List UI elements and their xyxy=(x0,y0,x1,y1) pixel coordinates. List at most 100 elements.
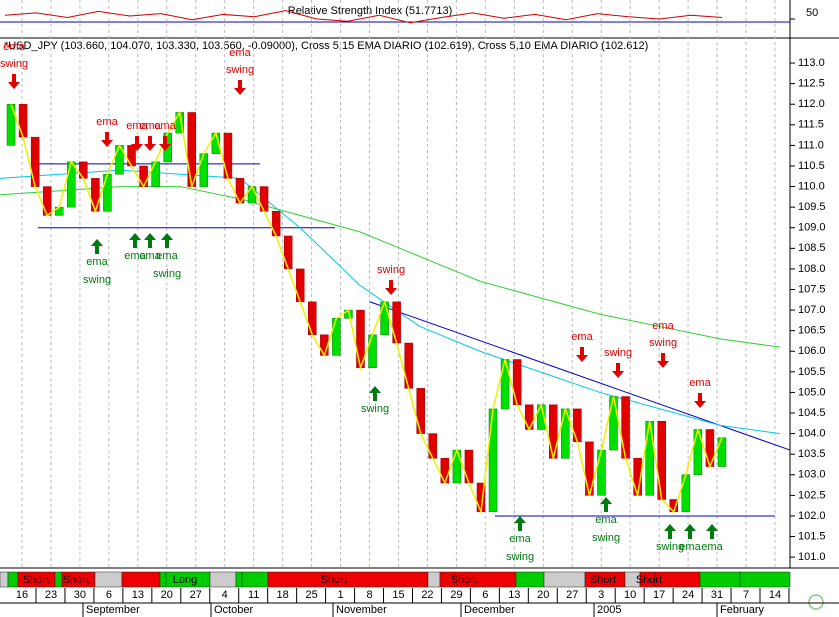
y-tick-label: 101.0 xyxy=(798,551,826,563)
signal-label: ema xyxy=(96,116,118,128)
signal-label: ema xyxy=(156,250,178,262)
x-tick-label: 6 xyxy=(482,589,488,601)
candle-body xyxy=(512,359,522,406)
candle-body xyxy=(488,408,498,513)
x-tick-label: 10 xyxy=(624,589,636,601)
candle-body xyxy=(404,342,413,389)
candle-body xyxy=(283,235,293,270)
month-label: September xyxy=(86,604,140,616)
y-tick-label: 101.5 xyxy=(798,530,826,542)
x-tick-label: 27 xyxy=(566,589,578,601)
candle-body xyxy=(308,301,317,336)
signal-label: ema xyxy=(124,250,146,262)
strip-label: Short xyxy=(590,574,616,586)
strip-label: Short xyxy=(451,574,477,586)
candle-body xyxy=(18,103,28,138)
signal-label: ema xyxy=(701,541,723,553)
x-tick-label: 8 xyxy=(366,589,372,601)
signal-arrow xyxy=(706,524,718,539)
signal-arrow xyxy=(91,239,103,254)
x-tick-label: 4 xyxy=(222,589,228,601)
signal-label: ema xyxy=(571,331,593,343)
candle-body xyxy=(392,301,401,344)
signal-label: ema xyxy=(229,47,251,59)
strip-segment xyxy=(267,571,429,588)
signal-arrow xyxy=(694,393,706,408)
x-tick-label: 30 xyxy=(74,589,86,601)
strip-label: Short xyxy=(636,574,662,586)
strip-segment xyxy=(159,571,167,588)
y-tick-label: 106.5 xyxy=(798,325,826,337)
candle-body xyxy=(295,268,305,303)
signal-label: ema xyxy=(154,120,176,132)
signal-label: ema xyxy=(139,250,161,262)
signal-arrow xyxy=(129,233,141,248)
x-tick-label: 1 xyxy=(337,589,343,601)
signal-label: ema xyxy=(139,120,161,132)
candle-body xyxy=(271,211,281,237)
strip-label: Short xyxy=(23,574,49,586)
candle-body xyxy=(259,186,269,212)
y-tick-label: 109.5 xyxy=(798,201,826,213)
signal-arrow xyxy=(8,74,20,89)
signal-label: ema xyxy=(509,533,531,545)
candle-body xyxy=(332,318,341,356)
swing-line xyxy=(10,103,723,515)
candle-body xyxy=(452,449,462,484)
month-label: October xyxy=(214,604,253,616)
strip-segment xyxy=(515,571,545,588)
signal-arrow xyxy=(576,347,588,362)
x-tick-label: 20 xyxy=(161,589,173,601)
y-tick-label: 107.0 xyxy=(798,304,826,316)
signal-arrow xyxy=(514,516,526,531)
strip-label: Short xyxy=(321,574,347,586)
signal-label: ema xyxy=(126,120,148,132)
signal-arrow xyxy=(385,280,397,295)
rsi-title: Relative Strength Index (51.7713) xyxy=(288,5,453,17)
x-tick-label: 25 xyxy=(305,589,317,601)
month-label: December xyxy=(464,604,515,616)
candle-body xyxy=(151,161,160,187)
signal-label: swing xyxy=(153,268,181,280)
signal-label: swing xyxy=(649,337,677,349)
candle-body xyxy=(524,404,534,430)
signal-label: swing xyxy=(226,64,254,76)
strip-segment xyxy=(94,571,123,588)
candle-body xyxy=(67,161,76,208)
signal-label: swing xyxy=(604,347,632,359)
y-tick-label: 112.0 xyxy=(798,98,825,110)
strip-label: Short xyxy=(63,574,89,586)
signal-label: ema xyxy=(689,377,711,389)
candle-body xyxy=(645,421,654,496)
x-tick-label: 3 xyxy=(598,589,604,601)
y-tick-label: 108.0 xyxy=(798,263,826,275)
candle-body xyxy=(368,334,377,368)
y-tick-label: 108.5 xyxy=(798,242,826,254)
candle-body xyxy=(139,165,148,187)
candle-body xyxy=(500,359,510,410)
candle-body xyxy=(247,186,257,204)
strip-segment xyxy=(235,571,243,588)
candle-body xyxy=(223,132,233,179)
x-tick-label: 20 xyxy=(537,589,549,601)
signal-label: swing xyxy=(656,541,684,553)
signal-label: ema xyxy=(3,41,25,53)
month-label: November xyxy=(336,604,387,616)
strip-segment xyxy=(0,571,9,588)
candle-body xyxy=(717,437,727,467)
candle-body xyxy=(621,396,630,459)
y-tick-label: 110.5 xyxy=(798,160,825,172)
signal-label: ema xyxy=(679,541,701,553)
y-tick-label: 103.0 xyxy=(798,469,826,481)
strip-segment xyxy=(427,571,441,588)
x-tick-label: 24 xyxy=(682,589,694,601)
signal-arrow xyxy=(664,524,676,539)
strip-segment xyxy=(739,571,791,588)
candle-body xyxy=(416,388,425,434)
signal-arrow xyxy=(600,497,612,512)
signal-arrow xyxy=(144,233,156,248)
signal-label: ema xyxy=(86,256,108,268)
candle-body xyxy=(440,458,450,484)
